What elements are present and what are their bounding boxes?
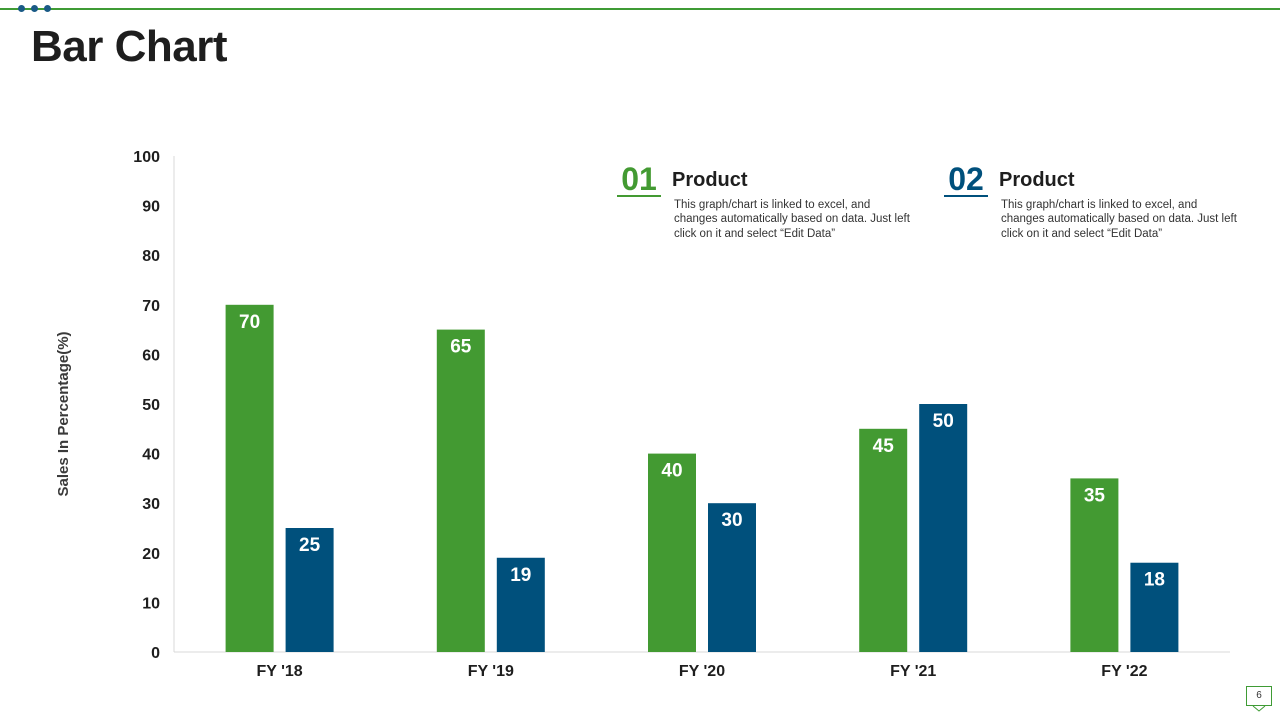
x-category-label: FY '22: [1101, 663, 1147, 680]
bar-series-1: [859, 428, 908, 652]
header-dot: [44, 5, 51, 12]
bar-value-label: 45: [873, 436, 895, 457]
legend-number: 02: [948, 161, 984, 197]
y-tick-label: 100: [133, 149, 160, 166]
y-tick-label: 60: [142, 347, 160, 364]
bar-series-1: [225, 304, 274, 652]
legend-underline: [617, 195, 661, 197]
legend-number: 01: [621, 161, 657, 197]
y-axis-title: Sales In Percentage(%): [55, 331, 72, 496]
legend-underline: [944, 195, 988, 197]
bar-series-1: [1070, 478, 1119, 652]
x-category-label: FY '18: [256, 663, 302, 680]
x-category-label: FY '19: [468, 663, 514, 680]
bar-value-label: 30: [721, 510, 742, 531]
bar-value-label: 70: [239, 312, 260, 333]
page-title: Bar Chart: [31, 22, 228, 71]
bar-value-label: 65: [450, 337, 472, 358]
bar-value-label: 25: [299, 535, 321, 556]
y-tick-label: 80: [142, 248, 160, 265]
y-tick-label: 50: [142, 397, 160, 414]
bar-series-1: [648, 453, 696, 652]
bar-series-2: [1130, 562, 1179, 652]
bar-value-label: 19: [510, 565, 531, 586]
header-dot: [18, 5, 25, 12]
bar-series-2: [919, 404, 968, 652]
bar-series-2: [285, 528, 334, 652]
bar-value-label: 18: [1144, 570, 1165, 591]
bar-series-1: [436, 329, 485, 652]
y-tick-label: 0: [151, 645, 160, 662]
header-dot: [31, 5, 38, 12]
bar-series-2: [708, 503, 756, 652]
y-tick-label: 30: [142, 496, 160, 513]
y-tick-label: 70: [142, 298, 160, 315]
legend-description: This graph/chart is linked to excel, and…: [674, 199, 910, 240]
bar-value-label: 35: [1084, 485, 1106, 506]
page-number-badge: 6: [1246, 686, 1272, 706]
y-tick-label: 20: [142, 546, 160, 563]
x-category-label: FY '21: [890, 663, 936, 680]
y-tick-label: 10: [142, 595, 160, 612]
bar-value-label: 50: [933, 411, 954, 432]
header-dots: [18, 5, 54, 13]
legend-title: Product: [999, 169, 1075, 191]
bar-value-label: 40: [661, 461, 682, 482]
legend-title: Product: [672, 169, 748, 191]
legend-description: This graph/chart is linked to excel, and…: [1001, 199, 1237, 240]
y-tick-label: 40: [142, 447, 160, 464]
page-badge-stand-icon: [1252, 706, 1266, 712]
header-rule: [0, 8, 1280, 10]
x-category-label: FY '20: [679, 663, 725, 680]
y-tick-label: 90: [142, 199, 160, 216]
bar-series-2: [496, 557, 545, 652]
